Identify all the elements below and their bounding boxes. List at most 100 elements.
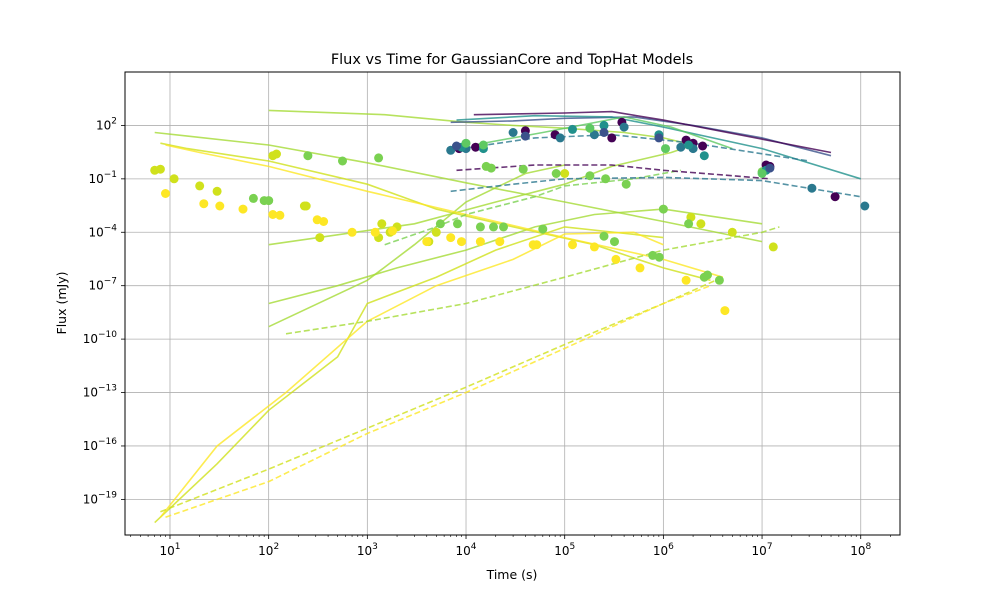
data-point xyxy=(601,174,611,184)
data-point xyxy=(532,240,542,250)
series-line xyxy=(154,226,664,524)
data-point xyxy=(264,196,274,206)
data-point xyxy=(475,237,485,247)
data-point xyxy=(431,227,441,237)
data-point xyxy=(489,222,498,232)
data-point xyxy=(374,153,384,163)
plot-area xyxy=(125,72,900,535)
data-point xyxy=(757,169,767,178)
data-point xyxy=(499,222,508,232)
y-tick-label: 10−1 xyxy=(88,170,117,186)
data-point xyxy=(654,133,664,143)
data-point xyxy=(446,233,456,243)
data-point xyxy=(681,275,691,285)
y-tick-label: 10−10 xyxy=(83,330,118,346)
plot-frame xyxy=(124,71,901,536)
data-point xyxy=(585,123,595,133)
data-point xyxy=(338,156,347,166)
data-point xyxy=(538,224,548,234)
data-point xyxy=(461,138,471,148)
data-point xyxy=(585,171,595,181)
series-line xyxy=(154,131,763,243)
data-point xyxy=(807,183,817,193)
data-point xyxy=(155,164,165,174)
x-tick-label: 105 xyxy=(554,542,575,558)
data-point xyxy=(589,242,599,252)
data-point xyxy=(684,219,694,229)
data-point xyxy=(315,233,325,243)
data-point xyxy=(508,128,518,137)
data-point xyxy=(212,186,222,196)
data-point xyxy=(495,237,505,247)
data-point xyxy=(599,128,609,137)
data-point xyxy=(727,227,737,237)
data-point xyxy=(699,151,709,161)
data-point xyxy=(215,201,225,211)
data-point xyxy=(599,120,609,130)
data-point xyxy=(347,227,357,237)
series-line xyxy=(450,176,861,198)
data-point xyxy=(619,122,629,132)
series-line xyxy=(159,231,664,518)
data-point xyxy=(568,240,577,250)
data-point xyxy=(199,199,209,209)
series-line xyxy=(165,144,724,278)
data-point xyxy=(560,169,570,178)
x-axis-ticks: 101 102 103 104 105 106 107 108 xyxy=(130,535,891,558)
series-line xyxy=(384,169,681,246)
data-point xyxy=(698,141,708,151)
data-point xyxy=(599,231,609,241)
series-line xyxy=(473,116,733,150)
data-point xyxy=(303,151,313,161)
data-point xyxy=(272,149,281,159)
x-tick-label: 108 xyxy=(850,542,871,558)
data-point xyxy=(453,219,462,229)
data-point xyxy=(457,237,466,247)
data-point xyxy=(676,142,686,152)
data-point xyxy=(654,252,664,262)
data-point xyxy=(486,163,496,173)
data-point xyxy=(169,174,179,184)
data-point xyxy=(703,270,712,280)
data-point xyxy=(195,181,205,191)
data-point xyxy=(635,263,645,273)
data-point xyxy=(830,192,840,202)
data-point xyxy=(714,275,724,285)
y-tick-label: 10−4 xyxy=(88,223,117,239)
data-point xyxy=(555,133,565,143)
data-point xyxy=(452,141,461,151)
chart-title: Flux vs Time for GaussianCore and TopHat… xyxy=(331,52,693,68)
data-point xyxy=(610,237,619,247)
x-tick-label: 106 xyxy=(653,542,674,558)
series-line xyxy=(450,116,832,157)
series-line xyxy=(165,284,711,518)
data-point xyxy=(238,204,248,214)
y-tick-label: 10−7 xyxy=(88,277,117,293)
series-line xyxy=(285,226,780,335)
x-tick-label: 103 xyxy=(357,542,378,558)
x-tick-label: 101 xyxy=(159,542,180,558)
series-line xyxy=(160,142,711,282)
series-line xyxy=(461,133,810,162)
data-point xyxy=(696,219,706,229)
data-point xyxy=(684,140,694,150)
y-axis-ticks: 10−19 10−16 10−13 10−10 10−7 10−4 10−1 102 xyxy=(83,116,125,506)
data-point xyxy=(765,163,775,173)
y-tick-label: 10−19 xyxy=(83,490,118,506)
data-point xyxy=(520,131,530,141)
data-point xyxy=(720,306,730,316)
x-tick-label: 102 xyxy=(258,542,279,558)
data-point xyxy=(607,133,617,143)
data-point xyxy=(370,227,380,237)
data-point xyxy=(661,144,670,154)
data-point xyxy=(388,226,397,236)
x-axis-label: Time (s) xyxy=(486,567,538,582)
data-point xyxy=(248,193,258,203)
data-point xyxy=(551,169,561,178)
data-point xyxy=(860,201,870,211)
data-point xyxy=(475,222,485,232)
y-tick-label: 10−16 xyxy=(83,437,118,453)
data-point xyxy=(658,204,668,214)
data-point xyxy=(621,179,631,189)
